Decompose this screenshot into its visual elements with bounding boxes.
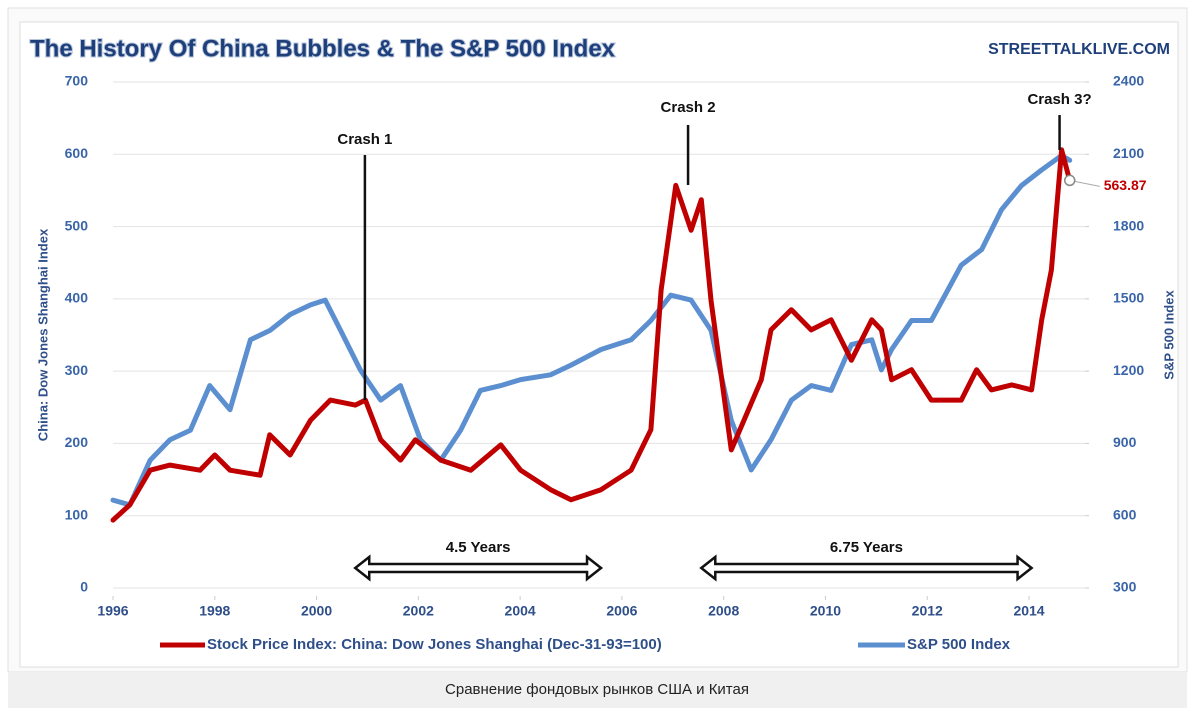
span-arrow (699, 554, 1034, 582)
x-tick-label: 2000 (301, 603, 332, 619)
legend-label: Stock Price Index: China: Dow Jones Shan… (207, 636, 662, 653)
annotation-label: Crash 1 (337, 131, 392, 148)
y-tick-label: 100 (65, 506, 89, 522)
watermark: STREETTALKLIVE.COM (988, 41, 1170, 58)
caption: Сравнение фондовых рынков США и Китая (445, 681, 749, 698)
chart-panel (19, 21, 1179, 668)
y2-tick-label: 1500 (1113, 290, 1144, 306)
y-tick-label: 600 (65, 145, 89, 161)
x-tick-label: 2002 (403, 603, 434, 619)
y-tick-label: 200 (65, 434, 89, 450)
series-line (110, 153, 1073, 508)
x-tick-label: 1998 (199, 603, 230, 619)
x-tick-label: 1996 (97, 603, 128, 619)
annotation-label: Crash 3? (1027, 91, 1091, 108)
y-axis-label: China: Dow Jones Shanghai Index (35, 228, 50, 441)
legend-label: S&P 500 Index (907, 636, 1011, 653)
x-tick-label: 2006 (606, 603, 637, 619)
caption-bar (8, 672, 1187, 708)
chart-title: The History Of China Bubbles & The S&P 5… (30, 35, 616, 62)
x-tick-label: 2010 (810, 603, 841, 619)
series-line (110, 147, 1073, 523)
y-tick-label: 500 (65, 217, 89, 233)
x-tick-label: 2014 (1013, 603, 1044, 619)
y-tick-label: 0 (80, 579, 88, 595)
annotation-label: Crash 2 (661, 99, 716, 116)
y2-tick-label: 1200 (1113, 362, 1144, 378)
x-tick-label: 2004 (505, 603, 536, 619)
y2-axis-label: S&P 500 Index (1161, 290, 1176, 380)
end-marker (1063, 174, 1076, 187)
span-arrow (353, 554, 604, 582)
x-tick-label: 2008 (708, 603, 739, 619)
y2-tick-label: 600 (1113, 506, 1137, 522)
y-tick-label: 300 (65, 362, 89, 378)
data-label: 563.87 (1104, 177, 1147, 193)
y-tick-label: 700 (65, 73, 89, 89)
span-label: 4.5 Years (446, 539, 511, 556)
x-tick-label: 2012 (912, 603, 943, 619)
y2-tick-label: 2400 (1113, 73, 1144, 89)
y2-tick-label: 300 (1113, 579, 1137, 595)
span-label: 6.75 Years (830, 539, 903, 556)
y-tick-label: 400 (65, 290, 89, 306)
y2-tick-label: 2100 (1113, 145, 1144, 161)
y2-tick-label: 900 (1113, 434, 1137, 450)
y2-tick-label: 1800 (1113, 217, 1144, 233)
